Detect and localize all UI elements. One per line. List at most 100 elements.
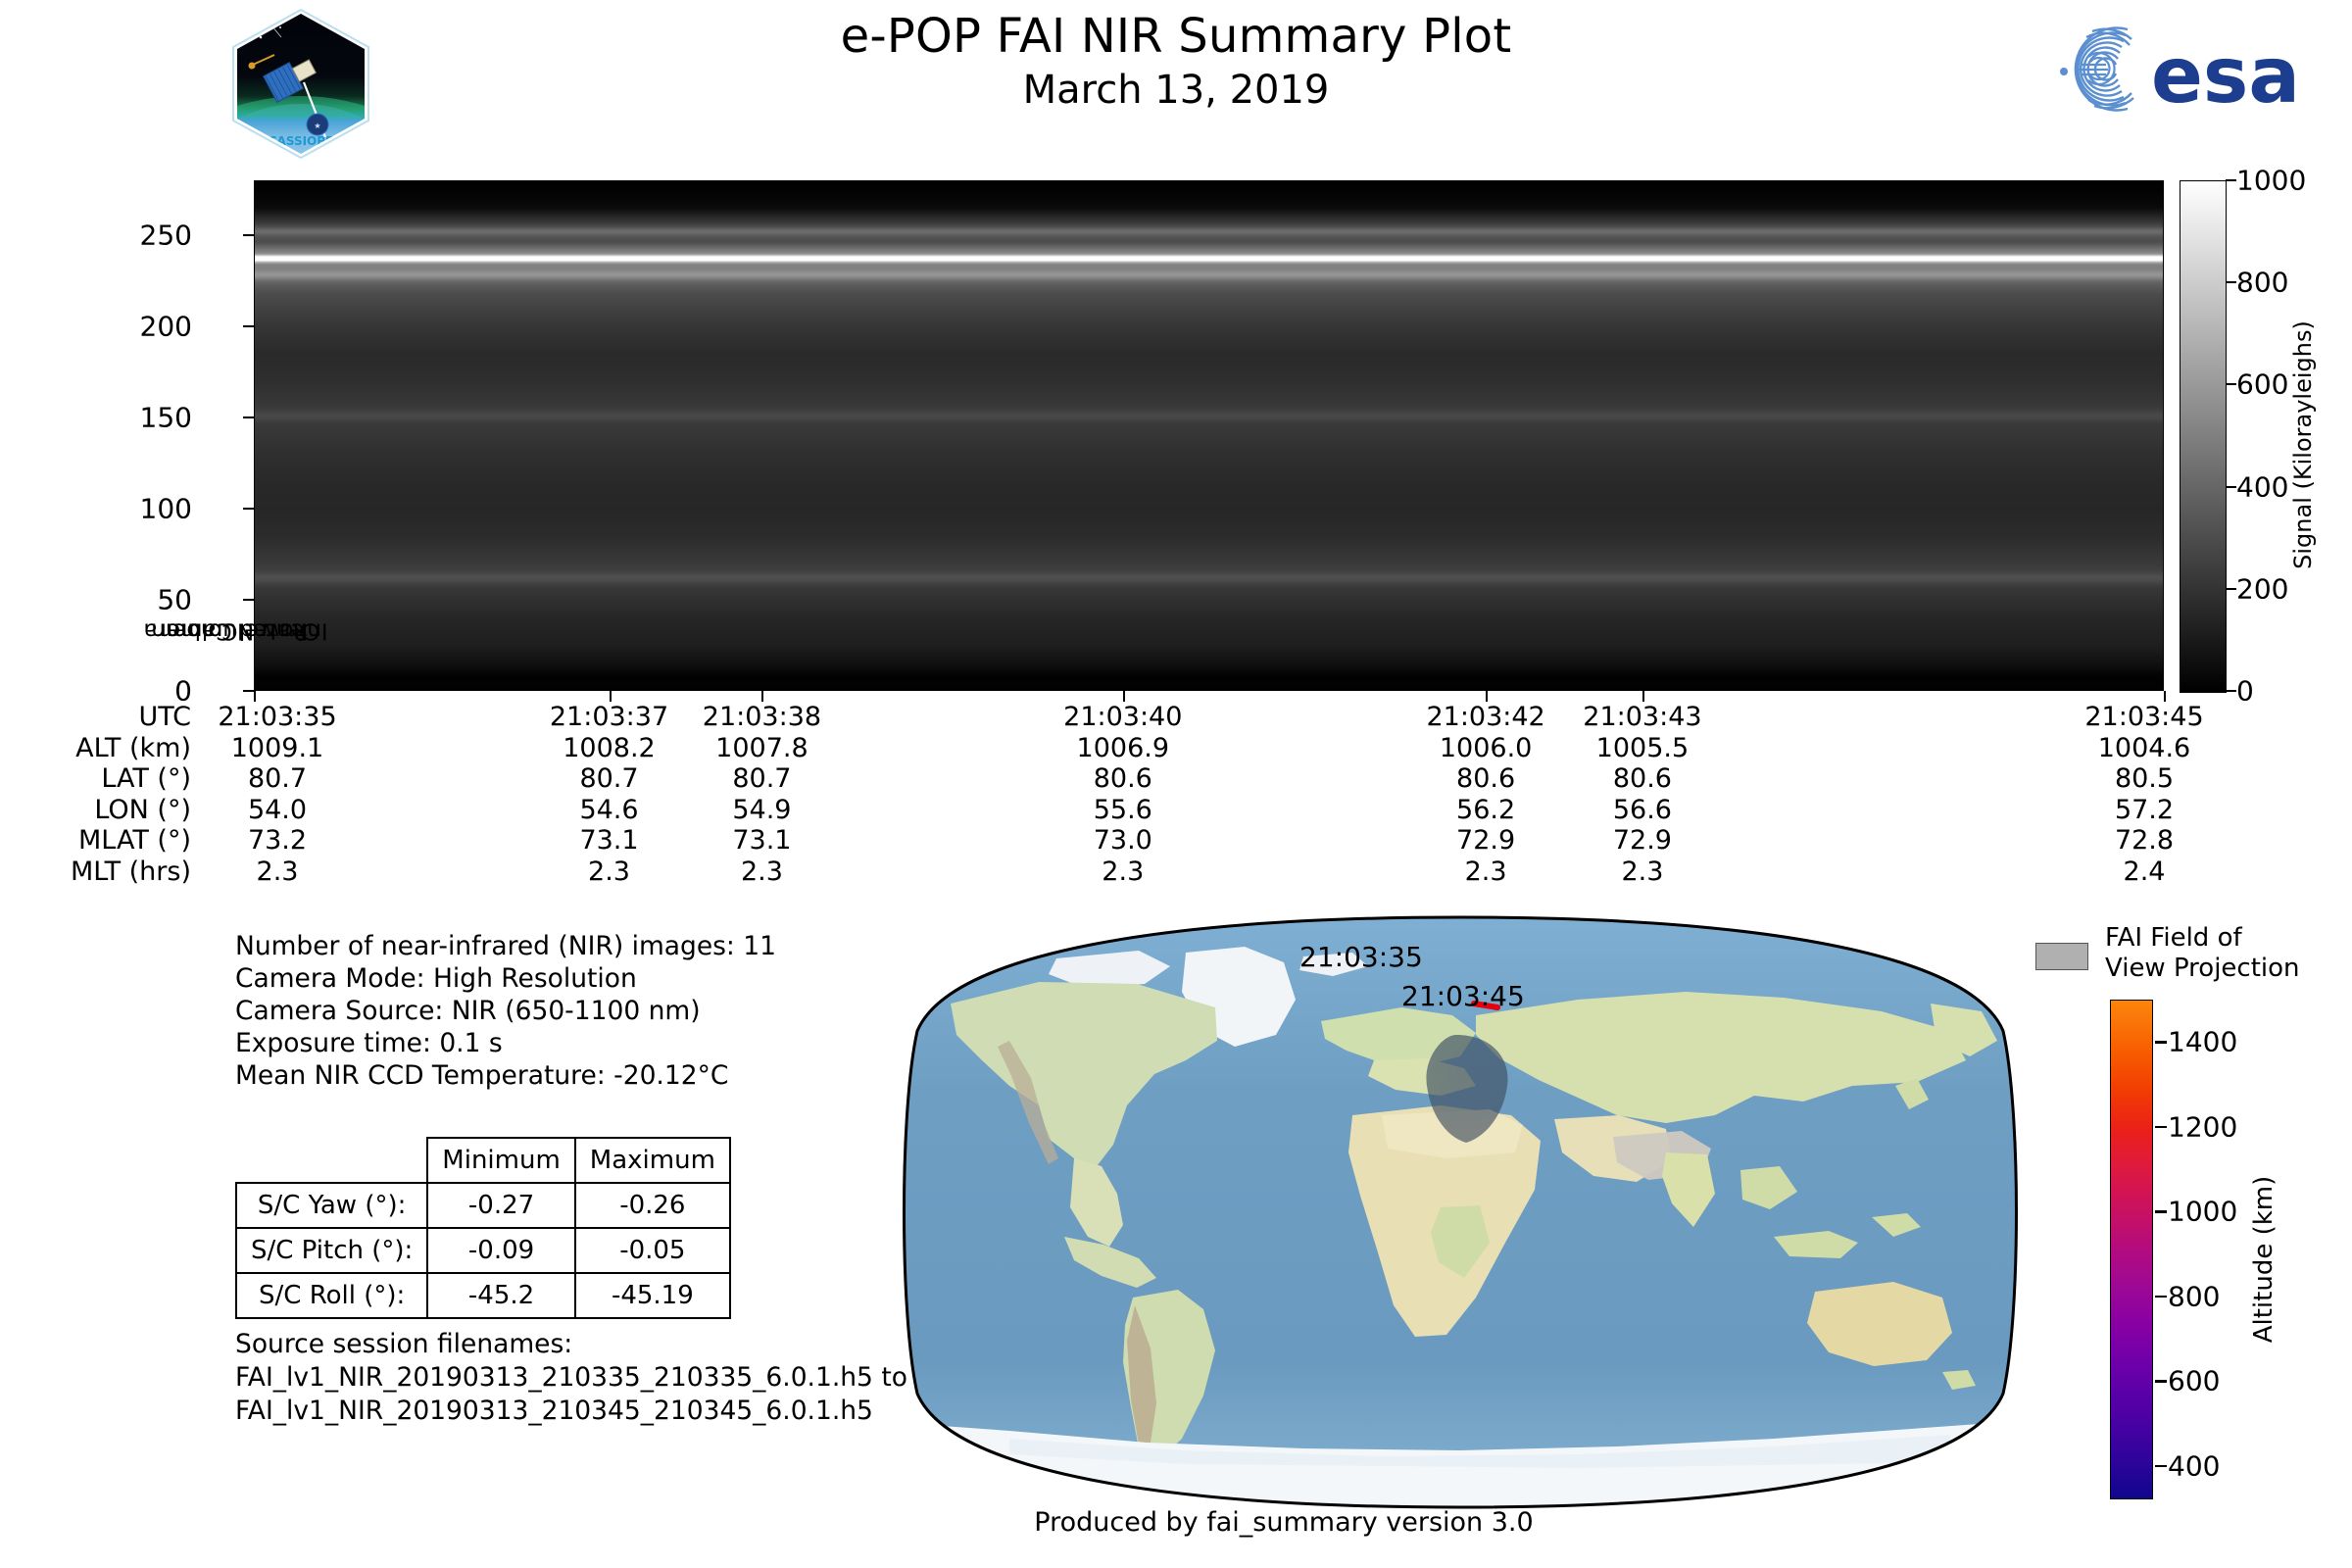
observation-info: Number of near-infrared (NIR) images: 11… — [235, 930, 776, 1092]
altitude-colorbar-tick-label: 1000 — [2168, 1195, 2238, 1228]
y-axis-tick-mark — [243, 233, 254, 236]
ephemeris-row-label: ALT (km) — [75, 732, 191, 763]
ephemeris-value: 2.3 — [256, 856, 299, 887]
ephemeris-row-label: UTC — [138, 702, 191, 732]
asia — [1476, 992, 1966, 1123]
altitude-colorbar-tick-label: 400 — [2168, 1449, 2221, 1483]
ephemeris-value: 73.2 — [247, 825, 308, 856]
ephemeris-value: 56.2 — [1456, 794, 1516, 825]
ephemeris-value: 73.1 — [579, 825, 639, 856]
signal-colorbar-label: Signal (Kilorayleighs) — [2289, 320, 2317, 569]
ephemeris-value: 54.6 — [579, 794, 639, 825]
ephemeris-value: 21:03:40 — [1063, 702, 1183, 732]
filenames-heading: Source session filenames: — [235, 1329, 573, 1359]
ephemeris-value: 2.3 — [588, 856, 630, 887]
ephemeris-value: 80.6 — [1093, 763, 1152, 794]
ephemeris-value: 1006.9 — [1076, 732, 1170, 763]
ephemeris-value: 72.9 — [1612, 825, 1672, 856]
x-axis-tick-mark — [761, 691, 764, 702]
attitude-pitch-min: -0.09 — [426, 1227, 576, 1274]
y-axis-tick-label: 200 — [139, 310, 192, 343]
attitude-header-row: Minimum Maximum — [236, 1137, 731, 1184]
fov-legend-label: FAI Field of View Projection — [2105, 923, 2300, 984]
ephemeris-value: 2.3 — [1621, 856, 1664, 887]
satellite-ground-track — [1471, 1001, 1500, 1010]
filename-first: FAI_lv1_NIR_20190313_210335_210335_6.0.1… — [235, 1362, 907, 1393]
signal-colorbar-tick-mark — [2226, 383, 2236, 386]
signal-colorbar-tick-label: 0 — [2236, 674, 2254, 708]
y-axis-tick-mark — [243, 598, 254, 601]
ephemeris-row: MLAT (°) 73.2 73.1 73.1 73.0 72.9 72.9 72.8 — [0, 825, 2244, 857]
map-outline — [903, 915, 2018, 1509]
attitude-col-min: Minimum — [426, 1137, 576, 1184]
attitude-pitch-max: -0.05 — [573, 1227, 731, 1274]
filename-last: FAI_lv1_NIR_20190313_210345_210345_6.0.1… — [235, 1396, 873, 1426]
fov-legend-swatch — [2035, 943, 2088, 970]
esa-logo: esa — [2034, 18, 2318, 121]
ephemeris-value: 2.3 — [1464, 856, 1507, 887]
nir-spectrogram — [254, 180, 2164, 691]
title-block: e-POP FAI NIR Summary Plot March 13, 201… — [0, 8, 2352, 116]
ephemeris-row-label: LON (°) — [94, 794, 191, 825]
info-camera-mode: Camera Mode: High Resolution — [235, 963, 637, 994]
signal-colorbar-tick-mark — [2226, 587, 2236, 590]
ephemeris-value: 80.6 — [1456, 763, 1516, 794]
north-america — [951, 982, 1217, 1170]
ephemeris-row: ALT (km) 1009.1 1008.2 1007.8 1006.9 1006.0 10… — [0, 733, 2244, 764]
ephemeris-value: 80.7 — [579, 763, 639, 794]
x-axis-tick-mark — [1486, 691, 1489, 702]
altitude-colorbar-tick-mark — [2155, 1380, 2167, 1383]
altitude-colorbar-tick-label: 1200 — [2168, 1110, 2238, 1144]
ephemeris-value: 57.2 — [2114, 794, 2175, 825]
ephemeris-value: 1008.2 — [563, 732, 656, 763]
ephemeris-value: 21:03:45 — [2084, 702, 2204, 732]
attitude-roll-min: -45.2 — [426, 1272, 576, 1319]
source-filenames: Source session filenames: FAI_lv1_NIR_20… — [235, 1328, 907, 1428]
attitude-corner-cell — [236, 1138, 427, 1183]
signal-colorbar-tick-mark — [2226, 281, 2236, 284]
fov-legend-label-line1: FAI Field of — [2105, 923, 2242, 953]
altitude-colorbar-tick-mark — [2155, 1125, 2167, 1129]
signal-colorbar-tick-label: 400 — [2236, 470, 2289, 504]
altitude-colorbar-tick-mark — [2155, 1464, 2167, 1468]
ephemeris-value: 2.3 — [740, 856, 783, 887]
y-axis-tick-mark — [243, 690, 254, 692]
page-subtitle-date: March 13, 2019 — [1022, 68, 1330, 113]
attitude-row-label: S/C Pitch (°): — [234, 1227, 429, 1274]
ephemeris-table: UTC 21:03:35 21:03:37 21:03:38 21:03:40 21:03… — [0, 702, 2244, 887]
table-row: S/C Pitch (°): -0.09 -0.05 — [234, 1227, 731, 1274]
ephemeris-value: 54.9 — [732, 794, 792, 825]
ephemeris-value: 2.3 — [1102, 856, 1145, 887]
altitude-colorbar-label: Altitude (km) — [2249, 1175, 2278, 1344]
x-axis-tick-mark — [1122, 691, 1125, 702]
y-axis-tick-label: 50 — [157, 583, 192, 616]
ephemeris-row: MLT (hrs) 2.3 2.3 2.3 2.3 2.3 2.3 2.4 — [0, 857, 2244, 888]
spectrogram-image — [254, 180, 2164, 691]
ephemeris-row: LON (°) 54.0 54.6 54.9 55.6 56.2 56.6 57.2 — [0, 795, 2244, 826]
attitude-col-max: Maximum — [573, 1137, 731, 1184]
altitude-colorbar-tick-mark — [2155, 1295, 2167, 1298]
signal-colorbar-tick-label: 600 — [2236, 368, 2289, 401]
ephemeris-value: 80.7 — [732, 763, 792, 794]
ephemeris-value: 21:03:35 — [218, 702, 337, 732]
ephemeris-value: 73.0 — [1093, 825, 1152, 856]
y-axis-tick-label: 100 — [139, 492, 192, 525]
info-camera-source: Camera Source: NIR (650-1100 nm) — [235, 996, 701, 1026]
attitude-table: Minimum Maximum S/C Yaw (°): -0.27 -0.26… — [234, 1137, 731, 1319]
x-axis-tick-mark — [2164, 691, 2166, 702]
ephemeris-value: 2.4 — [2123, 856, 2166, 887]
credit-text: Produced by fai_summary version 3.0 — [1034, 1507, 1534, 1538]
signal-colorbar-tick-mark — [2226, 485, 2236, 488]
y-axis-label-line3: Row Number — [163, 617, 309, 644]
ephemeris-value: 73.1 — [732, 825, 792, 856]
page-title: e-POP FAI NIR Summary Plot — [840, 9, 1512, 64]
y-axis-tick-label: 150 — [139, 401, 192, 434]
ephemeris-value: 1005.5 — [1595, 732, 1690, 763]
attitude-yaw-min: -0.27 — [426, 1182, 576, 1229]
signal-colorbar — [2180, 180, 2227, 693]
ephemeris-row-label: MLAT (°) — [78, 825, 191, 856]
ephemeris-row-label: MLT (hrs) — [70, 856, 191, 887]
info-exposure-time: Exposure time: 0.1 s — [235, 1028, 503, 1058]
y-axis-tick-mark — [243, 324, 254, 327]
attitude-row-label: S/C Roll (°): — [234, 1272, 429, 1319]
